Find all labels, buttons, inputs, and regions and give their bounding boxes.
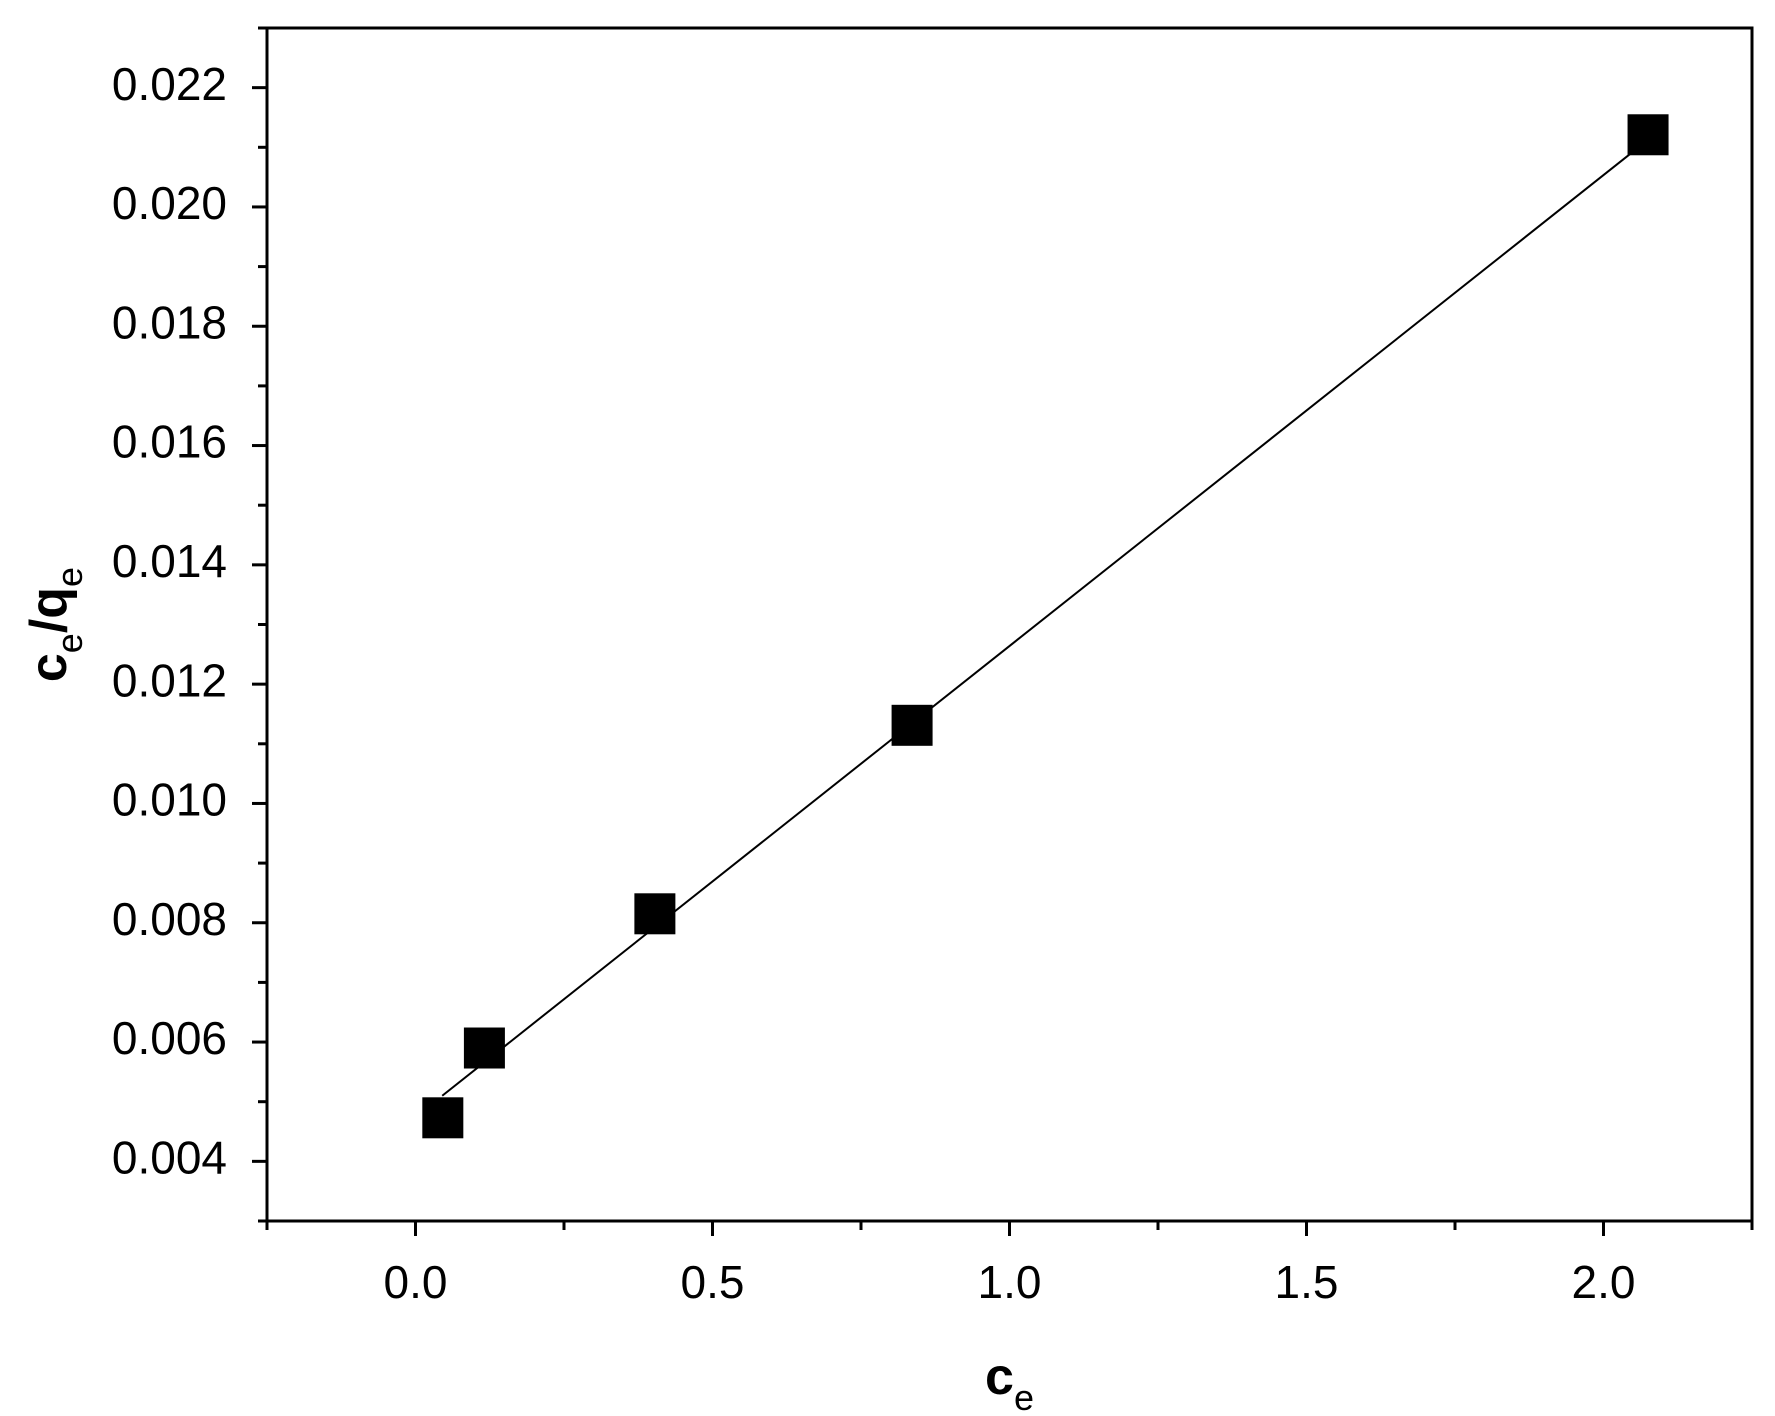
x-tick-label: 1.5: [1275, 1256, 1339, 1308]
subscript: e: [1014, 1377, 1034, 1416]
y-tick-label: 0.010: [112, 774, 227, 826]
label-part: c: [20, 653, 78, 682]
y-tick-label: 0.016: [112, 416, 227, 468]
data-point: [891, 704, 933, 746]
label-part: /q: [20, 587, 78, 633]
y-tick-label: 0.014: [112, 535, 227, 587]
data-point: [1627, 114, 1669, 156]
x-tick-label: 0.0: [384, 1256, 448, 1308]
x-tick-label: 0.5: [681, 1256, 745, 1308]
y-tick-label: 0.006: [112, 1012, 227, 1064]
y-tick-label: 0.004: [112, 1132, 227, 1184]
data-point: [422, 1097, 464, 1139]
subscript: e: [49, 633, 90, 653]
y-tick-label: 0.012: [112, 654, 227, 706]
x-tick-label: 2.0: [1572, 1256, 1636, 1308]
data-point: [463, 1027, 505, 1069]
y-tick-label: 0.008: [112, 893, 227, 945]
label-part: c: [985, 1348, 1014, 1406]
x-axis-label: ce: [985, 1348, 1034, 1416]
y-tick-label: 0.022: [112, 58, 227, 110]
data-point: [634, 893, 676, 935]
y-tick-label: 0.020: [112, 177, 227, 229]
fit-line: [441, 144, 1643, 1097]
y-tick-label: 0.018: [112, 296, 227, 348]
y-axis-label: ce/qe: [20, 567, 90, 682]
subscript: e: [49, 567, 90, 587]
x-tick-label: 1.0: [978, 1256, 1042, 1308]
